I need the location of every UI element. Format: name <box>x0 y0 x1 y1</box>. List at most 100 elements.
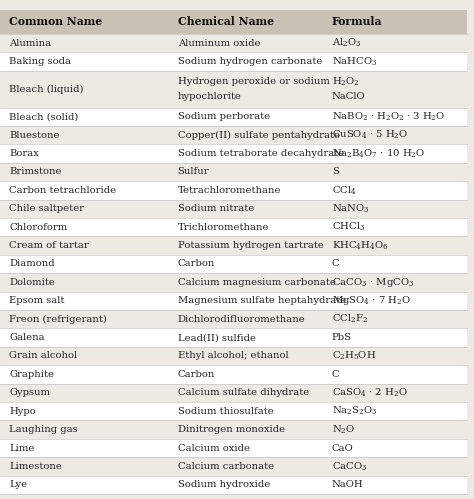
Text: Hypo: Hypo <box>9 407 36 416</box>
Text: Potassium hydrogen tartrate: Potassium hydrogen tartrate <box>178 241 323 250</box>
Text: MgSO$_4$ · 7 H$_2$O: MgSO$_4$ · 7 H$_2$O <box>332 294 410 307</box>
Text: Sodium hydroxide: Sodium hydroxide <box>178 481 270 490</box>
FancyBboxPatch shape <box>0 402 467 420</box>
Text: Gypsum: Gypsum <box>9 388 50 397</box>
Text: Bluestone: Bluestone <box>9 131 60 140</box>
Text: CCl$_4$: CCl$_4$ <box>332 184 356 197</box>
Text: Calcium sulfate dihydrate: Calcium sulfate dihydrate <box>178 388 309 397</box>
Text: Sodium tetraborate decahydrate: Sodium tetraborate decahydrate <box>178 149 344 158</box>
Text: KHC$_4$H$_4$O$_6$: KHC$_4$H$_4$O$_6$ <box>332 240 388 252</box>
Text: H$_2$O$_2$: H$_2$O$_2$ <box>332 75 359 88</box>
FancyBboxPatch shape <box>0 218 467 237</box>
Text: Dolomite: Dolomite <box>9 278 55 287</box>
Text: Magnesium sulfate heptahydrate: Magnesium sulfate heptahydrate <box>178 296 346 305</box>
Text: Dinitrogen monoxide: Dinitrogen monoxide <box>178 425 285 434</box>
Text: Freon (refrigerant): Freon (refrigerant) <box>9 314 107 324</box>
FancyBboxPatch shape <box>0 457 467 476</box>
FancyBboxPatch shape <box>0 476 467 494</box>
Text: NaBO$_2$ · H$_2$O$_2$ · 3 H$_2$O: NaBO$_2$ · H$_2$O$_2$ · 3 H$_2$O <box>332 110 445 123</box>
FancyBboxPatch shape <box>0 126 467 144</box>
Text: Grain alcohol: Grain alcohol <box>9 351 77 360</box>
Text: Aluminum oxide: Aluminum oxide <box>178 38 260 47</box>
Text: NaClO: NaClO <box>332 92 365 101</box>
FancyBboxPatch shape <box>0 181 467 200</box>
Text: PbS: PbS <box>332 333 352 342</box>
Text: Carbon: Carbon <box>178 259 215 268</box>
Text: Cream of tartar: Cream of tartar <box>9 241 89 250</box>
Text: Al$_2$O$_3$: Al$_2$O$_3$ <box>332 37 361 49</box>
Text: N$_2$O: N$_2$O <box>332 423 355 436</box>
FancyBboxPatch shape <box>0 108 467 126</box>
FancyBboxPatch shape <box>0 384 467 402</box>
Text: Lye: Lye <box>9 481 27 490</box>
Text: Calcium carbonate: Calcium carbonate <box>178 462 273 471</box>
FancyBboxPatch shape <box>0 310 467 328</box>
Text: S: S <box>332 168 338 177</box>
Text: Bleach (liquid): Bleach (liquid) <box>9 84 84 94</box>
Text: Carbon tetrachloride: Carbon tetrachloride <box>9 186 117 195</box>
Text: Trichloromethane: Trichloromethane <box>178 223 269 232</box>
FancyBboxPatch shape <box>0 71 467 108</box>
Text: Baking soda: Baking soda <box>9 57 72 66</box>
Text: Formula: Formula <box>332 16 383 27</box>
Text: Calcium oxide: Calcium oxide <box>178 444 250 453</box>
Text: CaCO$_3$ · MgCO$_3$: CaCO$_3$ · MgCO$_3$ <box>332 276 414 289</box>
Text: NaOH: NaOH <box>332 481 364 490</box>
Text: C$_2$H$_5$OH: C$_2$H$_5$OH <box>332 350 376 362</box>
FancyBboxPatch shape <box>0 34 467 52</box>
Text: Bleach (solid): Bleach (solid) <box>9 112 79 121</box>
Text: Carbon: Carbon <box>178 370 215 379</box>
Text: CuSO$_4$ · 5 H$_2$O: CuSO$_4$ · 5 H$_2$O <box>332 129 408 141</box>
Text: Chemical Name: Chemical Name <box>178 16 273 27</box>
Text: C: C <box>332 259 339 268</box>
FancyBboxPatch shape <box>0 144 467 163</box>
Text: hypochlorite: hypochlorite <box>178 92 241 101</box>
Text: Lime: Lime <box>9 444 35 453</box>
FancyBboxPatch shape <box>0 237 467 255</box>
Text: CaSO$_4$ · 2 H$_2$O: CaSO$_4$ · 2 H$_2$O <box>332 387 407 399</box>
Text: Na$_2$S$_2$O$_3$: Na$_2$S$_2$O$_3$ <box>332 405 377 418</box>
Text: Sodium hydrogen carbonate: Sodium hydrogen carbonate <box>178 57 322 66</box>
FancyBboxPatch shape <box>0 365 467 384</box>
Text: Galena: Galena <box>9 333 45 342</box>
Text: CaCO$_3$: CaCO$_3$ <box>332 460 367 473</box>
Text: CHCl$_3$: CHCl$_3$ <box>332 221 365 234</box>
FancyBboxPatch shape <box>0 273 467 291</box>
Text: Dichlorodifluoromethane: Dichlorodifluoromethane <box>178 315 305 324</box>
Text: Sodium thiosulfate: Sodium thiosulfate <box>178 407 273 416</box>
Text: Sodium perborate: Sodium perborate <box>178 112 270 121</box>
FancyBboxPatch shape <box>0 10 467 34</box>
FancyBboxPatch shape <box>0 439 467 457</box>
Text: CaO: CaO <box>332 444 354 453</box>
Text: Chloroform: Chloroform <box>9 223 68 232</box>
FancyBboxPatch shape <box>0 200 467 218</box>
Text: Borax: Borax <box>9 149 39 158</box>
Text: Ethyl alcohol; ethanol: Ethyl alcohol; ethanol <box>178 351 288 360</box>
Text: Copper(II) sulfate pentahydrate: Copper(II) sulfate pentahydrate <box>178 131 339 140</box>
Text: Graphite: Graphite <box>9 370 55 379</box>
Text: Chile saltpeter: Chile saltpeter <box>9 204 84 213</box>
FancyBboxPatch shape <box>0 163 467 181</box>
FancyBboxPatch shape <box>0 255 467 273</box>
Text: Sodium nitrate: Sodium nitrate <box>178 204 254 213</box>
Text: Tetrachloromethane: Tetrachloromethane <box>178 186 281 195</box>
Text: Brimstone: Brimstone <box>9 168 62 177</box>
Text: Diamond: Diamond <box>9 259 55 268</box>
Text: Common Name: Common Name <box>9 16 102 27</box>
FancyBboxPatch shape <box>0 291 467 310</box>
Text: CCl$_2$F$_2$: CCl$_2$F$_2$ <box>332 313 368 325</box>
Text: C: C <box>332 370 339 379</box>
Text: Limestone: Limestone <box>9 462 62 471</box>
Text: NaHCO$_3$: NaHCO$_3$ <box>332 55 377 68</box>
FancyBboxPatch shape <box>0 347 467 365</box>
Text: Laughing gas: Laughing gas <box>9 425 78 434</box>
Text: NaNO$_3$: NaNO$_3$ <box>332 203 369 215</box>
Text: Sulfur: Sulfur <box>178 168 209 177</box>
FancyBboxPatch shape <box>0 52 467 71</box>
Text: Na$_2$B$_4$O$_7$ · 10 H$_2$O: Na$_2$B$_4$O$_7$ · 10 H$_2$O <box>332 147 425 160</box>
Text: Lead(II) sulfide: Lead(II) sulfide <box>178 333 255 342</box>
Text: Hydrogen peroxide or sodium: Hydrogen peroxide or sodium <box>178 77 329 86</box>
FancyBboxPatch shape <box>0 420 467 439</box>
Text: Epsom salt: Epsom salt <box>9 296 65 305</box>
Text: Alumina: Alumina <box>9 38 52 47</box>
